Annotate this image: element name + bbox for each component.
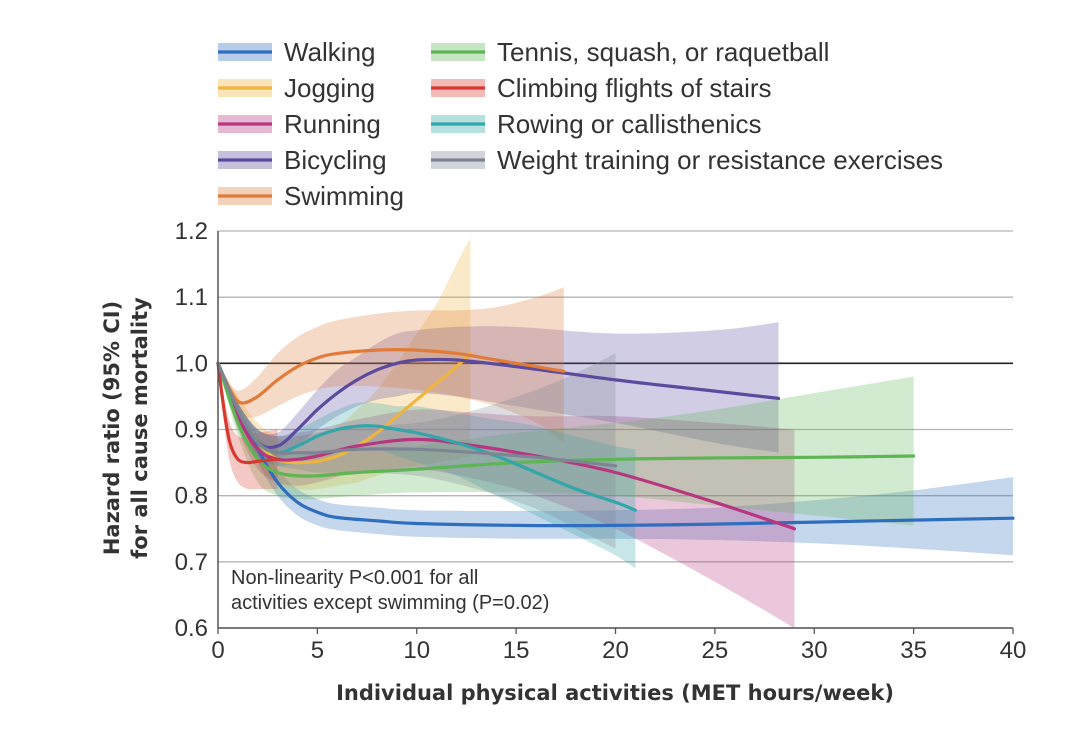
y-tick-label-5: 1.1 [175, 284, 208, 311]
legend-label: Rowing or callisthenics [497, 109, 761, 139]
x-tick-label-3: 15 [503, 637, 530, 664]
legend-label: Running [284, 109, 381, 139]
legend-label: Jogging [284, 73, 375, 103]
axes: 0 5 10 15 20 25 30 35 40 0.6 0.7 0.8 0.9 1.0 1.1 1.2 [175, 218, 1027, 664]
nonlinearity-note-line1: Non-linearity P<0.001 for all [231, 567, 478, 589]
ci-band-jogging [218, 237, 471, 490]
line-weight-training-or-resistance-exercises [216, 361, 618, 468]
legend-item-bicycling: Bicycling [218, 145, 387, 175]
line-climbing-flights-of-stairs [216, 361, 280, 465]
ci-band-bicycling [218, 322, 779, 461]
x-axis-title: Individual physical activities (MET hour… [336, 681, 894, 705]
y-tick-label-2: 0.8 [175, 483, 208, 510]
x-tick-label-7: 35 [900, 637, 927, 664]
line-swimming [216, 348, 566, 405]
legend-label: Weight training or resistance exercises [497, 145, 943, 175]
y-tick-label-4: 1.0 [175, 350, 208, 377]
legend-label: Tennis, squash, or raquetball [497, 37, 829, 67]
x-tick-label-0: 0 [211, 637, 224, 664]
y-axis-title-line2: for all cause mortality [128, 297, 152, 559]
legend-item-jogging: Jogging [218, 73, 375, 103]
y-axis-title-line1: Hazard ratio (95% CI) [100, 301, 124, 555]
x-tick-label-2: 10 [403, 637, 430, 664]
legend-item-rowing-or-callisthenics: Rowing or callisthenics [431, 109, 761, 139]
legend-label: Climbing flights of stairs [497, 73, 772, 103]
x-tick-label-8: 40 [1000, 637, 1027, 664]
legend-item-climbing-flights-of-stairs: Climbing flights of stairs [431, 73, 772, 103]
legend-item-swimming: Swimming [218, 181, 404, 211]
y-tick-label-6: 1.2 [175, 218, 208, 245]
legend-label: Swimming [284, 181, 404, 211]
x-tick-label-4: 20 [602, 637, 629, 664]
ci-band-tennis-squash-or-raquetball [218, 363, 914, 526]
legend-label: Bicycling [284, 145, 387, 175]
y-tick-label-1: 0.7 [175, 549, 208, 576]
ci-band-walking [218, 363, 1013, 556]
legend: Walking Jogging Running Bicycling Swimming Te… [218, 37, 943, 211]
legend-label: Walking [284, 37, 376, 67]
nonlinearity-note-line2: activities except swimming (P=0.02) [231, 592, 549, 614]
line-running [216, 361, 796, 531]
ci-band-rowing-or-callisthenics [218, 363, 636, 569]
ci-band-running [218, 363, 795, 628]
y-tick-label-3: 0.9 [175, 417, 208, 444]
x-tick-label-5: 25 [702, 637, 729, 664]
x-tick-label-1: 5 [311, 637, 324, 664]
legend-item-weight-training-or-resistance-exercises: Weight training or resistance exercises [431, 145, 943, 175]
legend-item-running: Running [218, 109, 381, 139]
confidence-bands [218, 237, 1013, 628]
line-bicycling [216, 357, 781, 450]
series-lines [216, 348, 1015, 531]
legend-item-tennis-squash-or-raquetball: Tennis, squash, or raquetball [431, 37, 829, 67]
y-tick-label-0: 0.6 [175, 615, 208, 642]
ci-band-weight-training-or-resistance-exercises [218, 353, 616, 549]
x-tick-label-6: 30 [801, 637, 828, 664]
legend-item-walking: Walking [218, 37, 376, 67]
